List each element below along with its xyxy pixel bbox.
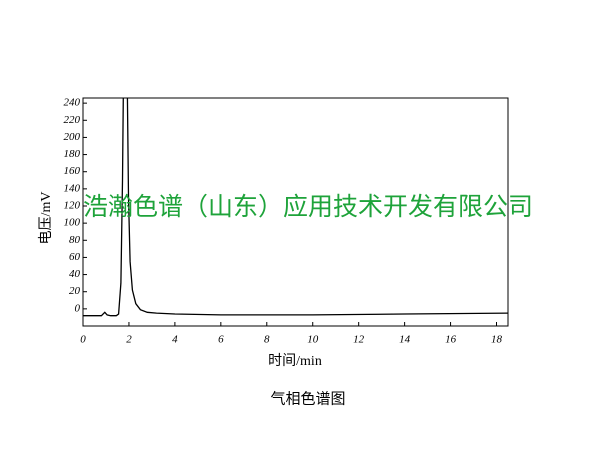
- y-tick-label: 80: [69, 234, 81, 246]
- y-tick-label: 200: [64, 131, 81, 143]
- y-tick-label: 160: [64, 165, 81, 177]
- y-tick-label: 120: [64, 200, 81, 212]
- x-tick-label: 6: [218, 334, 224, 346]
- y-axis-label: 电压/mV: [38, 192, 54, 245]
- y-tick-label: 100: [64, 217, 81, 229]
- watermark: 浩瀚色谱（山东）应用技术开发有限公司: [83, 192, 533, 221]
- x-tick-label: 2: [126, 334, 132, 346]
- caption: 气相色谱图: [270, 390, 345, 407]
- x-tick-label: 12: [353, 334, 365, 346]
- y-tick-label: 140: [64, 182, 81, 194]
- y-tick-label: 220: [64, 114, 81, 126]
- x-axis-label: 时间/min: [268, 353, 322, 369]
- y-tick-label: 240: [64, 97, 81, 109]
- y-tick-label: 40: [69, 268, 81, 280]
- x-tick-label: 8: [264, 334, 270, 346]
- plot-area: [83, 98, 508, 317]
- y-tick-label: 20: [69, 285, 81, 297]
- y-tick-label: 0: [75, 302, 81, 314]
- y-tick-label: 180: [64, 148, 81, 160]
- signal-line: [83, 98, 508, 317]
- plot-frame: [82, 97, 509, 327]
- x-tick-label: 18: [491, 334, 503, 346]
- x-tick-label: 14: [399, 334, 411, 346]
- x-tick-label: 4: [172, 334, 178, 346]
- x-tick-label: 10: [307, 334, 319, 346]
- x-tick-label: 0: [80, 334, 86, 346]
- y-tick-label: 60: [69, 251, 81, 263]
- x-tick-label: 16: [445, 334, 457, 346]
